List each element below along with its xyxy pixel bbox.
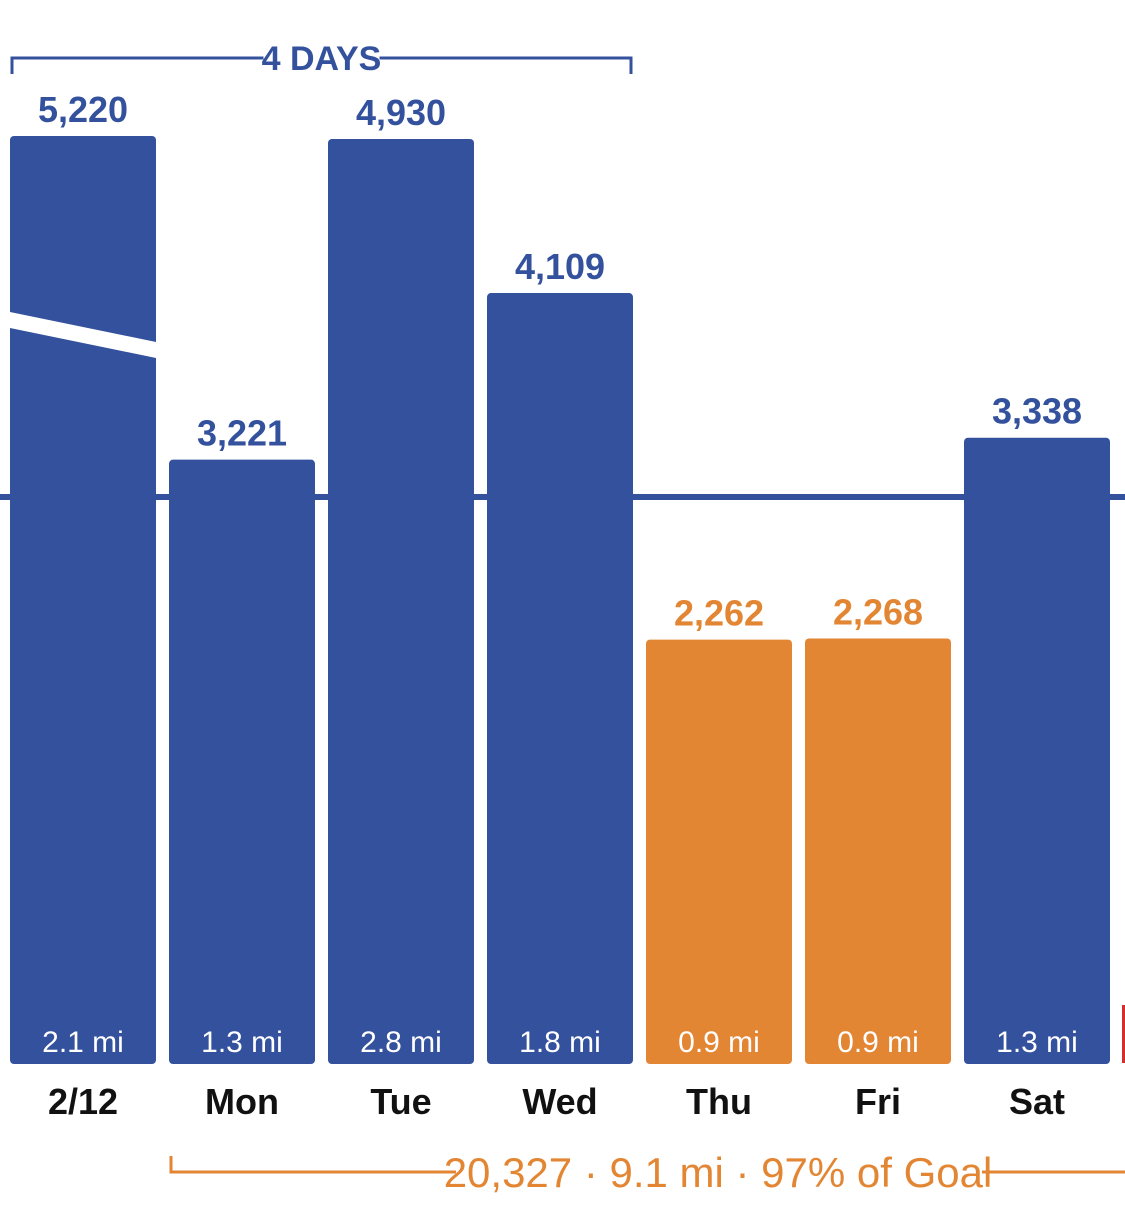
day-label: 2/12 xyxy=(48,1081,118,1122)
bar-tue[interactable] xyxy=(328,139,474,1064)
axis-break-mark xyxy=(10,312,156,358)
day-label: Fri xyxy=(855,1081,901,1122)
bar-mon[interactable] xyxy=(169,459,315,1064)
bar-sat[interactable] xyxy=(964,437,1110,1065)
bar-value-label: 4,109 xyxy=(515,246,605,287)
day-label: Sat xyxy=(1009,1081,1065,1122)
bar-thu[interactable] xyxy=(646,639,792,1064)
bar-distance-label: 2.1 mi xyxy=(42,1026,124,1059)
streak-label: 4 DAYS xyxy=(262,40,382,78)
bar-value-label: 3,221 xyxy=(197,413,287,454)
streak-bracket-left-line xyxy=(10,56,264,74)
bar-distance-label: 1.8 mi xyxy=(519,1026,601,1059)
bar-2-12[interactable] xyxy=(10,136,156,1064)
bar-value-label: 3,338 xyxy=(992,391,1082,432)
bar-distance-label: 0.9 mi xyxy=(678,1026,760,1059)
summary-bracket-left-line xyxy=(169,1156,456,1174)
bar-value-label: 5,220 xyxy=(38,89,128,130)
day-label: Tue xyxy=(370,1081,431,1122)
day-label: Thu xyxy=(686,1081,752,1122)
bar-value-label: 4,930 xyxy=(356,92,446,133)
bar-value-label: 2,262 xyxy=(674,593,764,634)
bar-distance-label: 1.3 mi xyxy=(201,1026,283,1059)
bar-distance-label: 0.9 mi xyxy=(837,1026,919,1059)
next-day-bar-edge xyxy=(1122,1005,1125,1063)
summary-bracket: 20,327 · 9.1 mi · 97% of Goal xyxy=(169,1149,1125,1196)
bar-distance-label: 2.8 mi xyxy=(360,1026,442,1059)
streak-bracket-right-line xyxy=(379,56,633,74)
labels-layer: 5,220 2.1 mi 2/12 3,221 1.3 mi Mon 4,930 2.8 mi… xyxy=(38,89,1082,1122)
bar-value-label: 2,268 xyxy=(833,591,923,632)
bar-distance-label: 1.3 mi xyxy=(996,1026,1078,1059)
bars-layer xyxy=(10,136,1110,1065)
summary-label: 20,327 · 9.1 mi · 97% of Goal xyxy=(444,1149,993,1196)
day-label: Wed xyxy=(522,1081,597,1122)
streak-bracket: 4 DAYS xyxy=(10,40,633,78)
bar-fri[interactable] xyxy=(805,638,951,1064)
day-label: Mon xyxy=(205,1081,279,1122)
bar-wed[interactable] xyxy=(487,293,633,1064)
